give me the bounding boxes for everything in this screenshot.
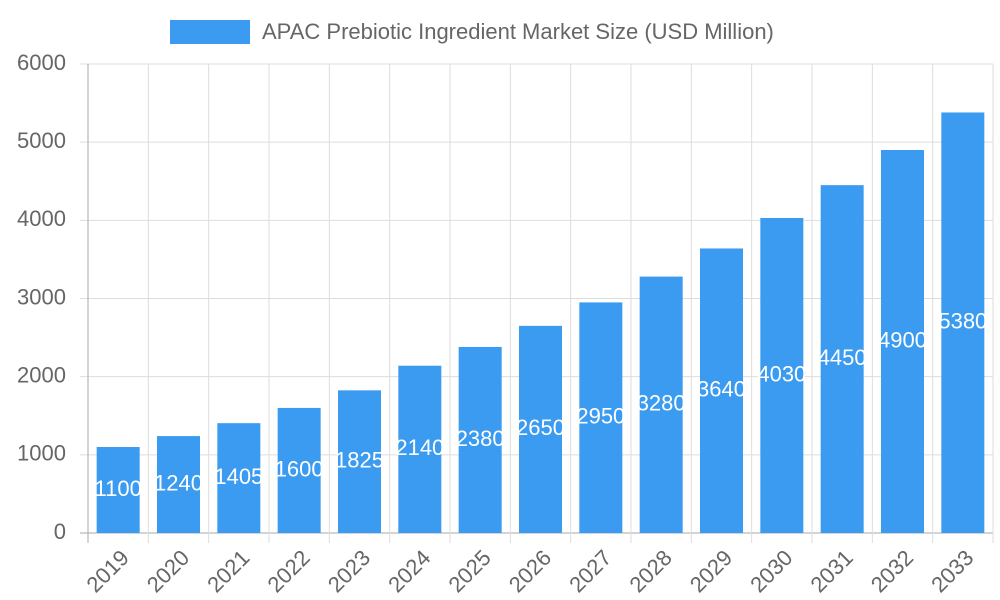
data-label: 4450: [818, 345, 867, 370]
x-tick-label: 2031: [806, 545, 858, 597]
bar: [700, 248, 743, 533]
data-label: 2140: [395, 435, 444, 460]
bar: [820, 185, 864, 534]
y-tick-label: 4000: [17, 206, 66, 231]
data-label: 4030: [757, 361, 806, 386]
data-label: 1240: [154, 470, 203, 495]
bar: [519, 325, 562, 533]
data-label: 1825: [335, 447, 384, 472]
bar: [579, 302, 623, 533]
data-label: 3640: [697, 377, 746, 402]
data-label: 2380: [456, 426, 505, 451]
legend-swatch: [170, 20, 250, 44]
bar: [881, 149, 924, 533]
bar: [217, 423, 261, 533]
x-tick-label: 2019: [82, 545, 134, 597]
bar: [941, 112, 985, 534]
x-tick-label: 2024: [383, 545, 435, 597]
bar: [157, 436, 200, 533]
x-tick-label: 2029: [685, 545, 737, 597]
bar: [398, 365, 442, 533]
bar: [639, 276, 683, 533]
data-label: 1100: [95, 476, 142, 501]
bar: [277, 407, 321, 533]
y-tick-label: 3000: [17, 284, 66, 309]
x-tick-label: 2027: [564, 545, 616, 597]
data-label: 2950: [576, 404, 625, 429]
x-tick-label: 2023: [323, 545, 375, 597]
y-tick-label: 2000: [17, 362, 66, 387]
data-label: 1600: [275, 456, 324, 481]
x-tick-label: 2030: [745, 545, 797, 597]
x-tick-label: 2033: [926, 545, 978, 597]
x-tick-label: 2026: [504, 545, 556, 597]
bar: [338, 390, 381, 533]
bar: [96, 447, 140, 533]
x-tick-label: 2025: [444, 545, 496, 597]
data-label: 5380: [938, 309, 987, 334]
data-label: 3280: [637, 391, 686, 416]
y-tick-label: 1000: [17, 441, 66, 466]
data-label: 2650: [516, 415, 565, 440]
bar: [760, 217, 804, 533]
y-tick-label: 0: [54, 519, 66, 544]
data-label: 1405: [214, 464, 263, 489]
x-tick-label: 2020: [142, 545, 194, 597]
x-tick-label: 2021: [202, 545, 254, 597]
y-tick-label: 5000: [17, 128, 66, 153]
bar: [458, 346, 502, 533]
data-label: 4900: [878, 327, 927, 352]
x-tick-label: 2032: [866, 545, 918, 597]
x-tick-label: 2028: [625, 545, 677, 597]
y-tick-label: 6000: [17, 50, 66, 75]
x-tick-label: 2022: [263, 545, 315, 597]
legend-label: APAC Prebiotic Ingredient Market Size (U…: [262, 19, 774, 44]
